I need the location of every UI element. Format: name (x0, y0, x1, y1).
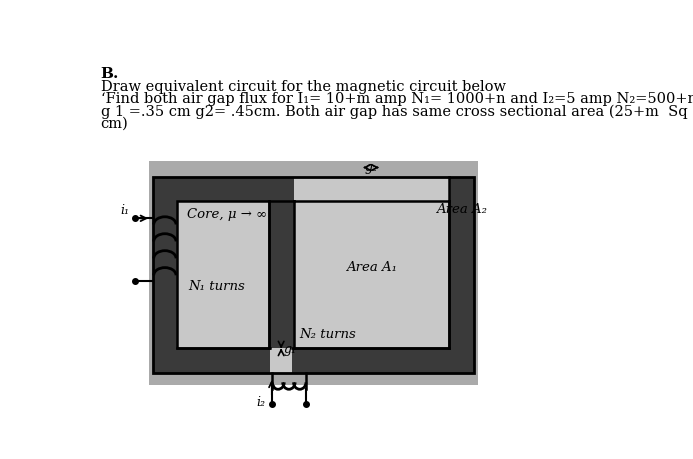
Text: Area A₁: Area A₁ (346, 261, 397, 274)
Bar (148, 162, 478, 385)
Text: ‘Find both air gap flux for I₁= 10+m amp N₁= 1000+n and I₂=5 amp N₂=500+n: ‘Find both air gap flux for I₁= 10+m amp… (100, 92, 693, 106)
Bar (152, 177, 474, 373)
Text: cm): cm) (100, 117, 128, 131)
Text: g 1 =.35 cm g2= .45cm. Both air gap has same cross sectional area (25+m  Sq: g 1 =.35 cm g2= .45cm. Both air gap has … (100, 104, 687, 119)
Bar (294, 177, 449, 202)
Text: Draw equivalent circuit for the magnetic circuit below: Draw equivalent circuit for the magnetic… (100, 80, 506, 94)
Bar (270, 348, 292, 373)
Text: Core, μ → ∞: Core, μ → ∞ (186, 207, 267, 220)
Text: N₁ turns: N₁ turns (188, 280, 245, 293)
Text: Area A₂: Area A₂ (436, 202, 487, 216)
Text: g₂: g₂ (365, 161, 378, 174)
Bar (294, 202, 449, 348)
Text: i₁: i₁ (121, 204, 130, 217)
Text: g₁: g₁ (283, 343, 297, 357)
Bar (177, 202, 269, 348)
Bar (177, 202, 269, 348)
Text: i₂: i₂ (256, 396, 265, 409)
Text: N₂ turns: N₂ turns (300, 328, 356, 341)
Bar (152, 177, 474, 373)
Text: B.: B. (100, 67, 119, 81)
